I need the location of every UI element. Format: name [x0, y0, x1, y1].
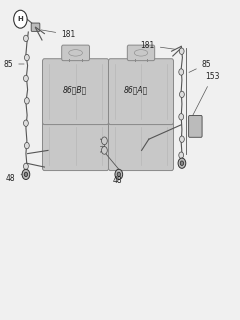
FancyBboxPatch shape [127, 45, 155, 61]
Text: 48: 48 [6, 174, 23, 183]
Circle shape [179, 114, 184, 120]
Circle shape [24, 35, 28, 42]
Circle shape [180, 91, 184, 98]
FancyBboxPatch shape [189, 116, 202, 137]
Text: 153: 153 [191, 72, 220, 119]
FancyBboxPatch shape [42, 121, 109, 171]
Circle shape [179, 48, 184, 54]
Circle shape [178, 158, 186, 168]
Circle shape [102, 147, 107, 154]
FancyBboxPatch shape [42, 59, 109, 124]
FancyBboxPatch shape [108, 121, 174, 171]
Circle shape [179, 69, 184, 75]
Circle shape [102, 137, 107, 145]
Circle shape [180, 161, 184, 165]
Circle shape [24, 163, 28, 170]
Text: 85: 85 [4, 60, 24, 68]
Circle shape [24, 120, 28, 126]
Circle shape [179, 152, 184, 158]
Circle shape [115, 169, 123, 180]
FancyBboxPatch shape [62, 45, 90, 61]
Circle shape [24, 172, 28, 177]
Circle shape [180, 136, 184, 142]
Circle shape [24, 75, 28, 82]
Ellipse shape [69, 50, 83, 56]
Text: 86〈B〉: 86〈B〉 [62, 85, 87, 94]
Text: 181: 181 [141, 41, 175, 50]
Circle shape [24, 98, 29, 104]
Text: H: H [18, 16, 23, 22]
Circle shape [24, 142, 29, 149]
Ellipse shape [134, 50, 148, 56]
Text: 85: 85 [189, 60, 211, 72]
Circle shape [117, 172, 120, 177]
Text: 48: 48 [113, 176, 122, 185]
Circle shape [14, 10, 27, 28]
FancyBboxPatch shape [31, 23, 40, 31]
FancyBboxPatch shape [108, 59, 174, 124]
Circle shape [24, 54, 29, 61]
Circle shape [22, 169, 30, 180]
Text: 181: 181 [41, 30, 75, 39]
Text: 86〈A〉: 86〈A〉 [123, 85, 148, 94]
